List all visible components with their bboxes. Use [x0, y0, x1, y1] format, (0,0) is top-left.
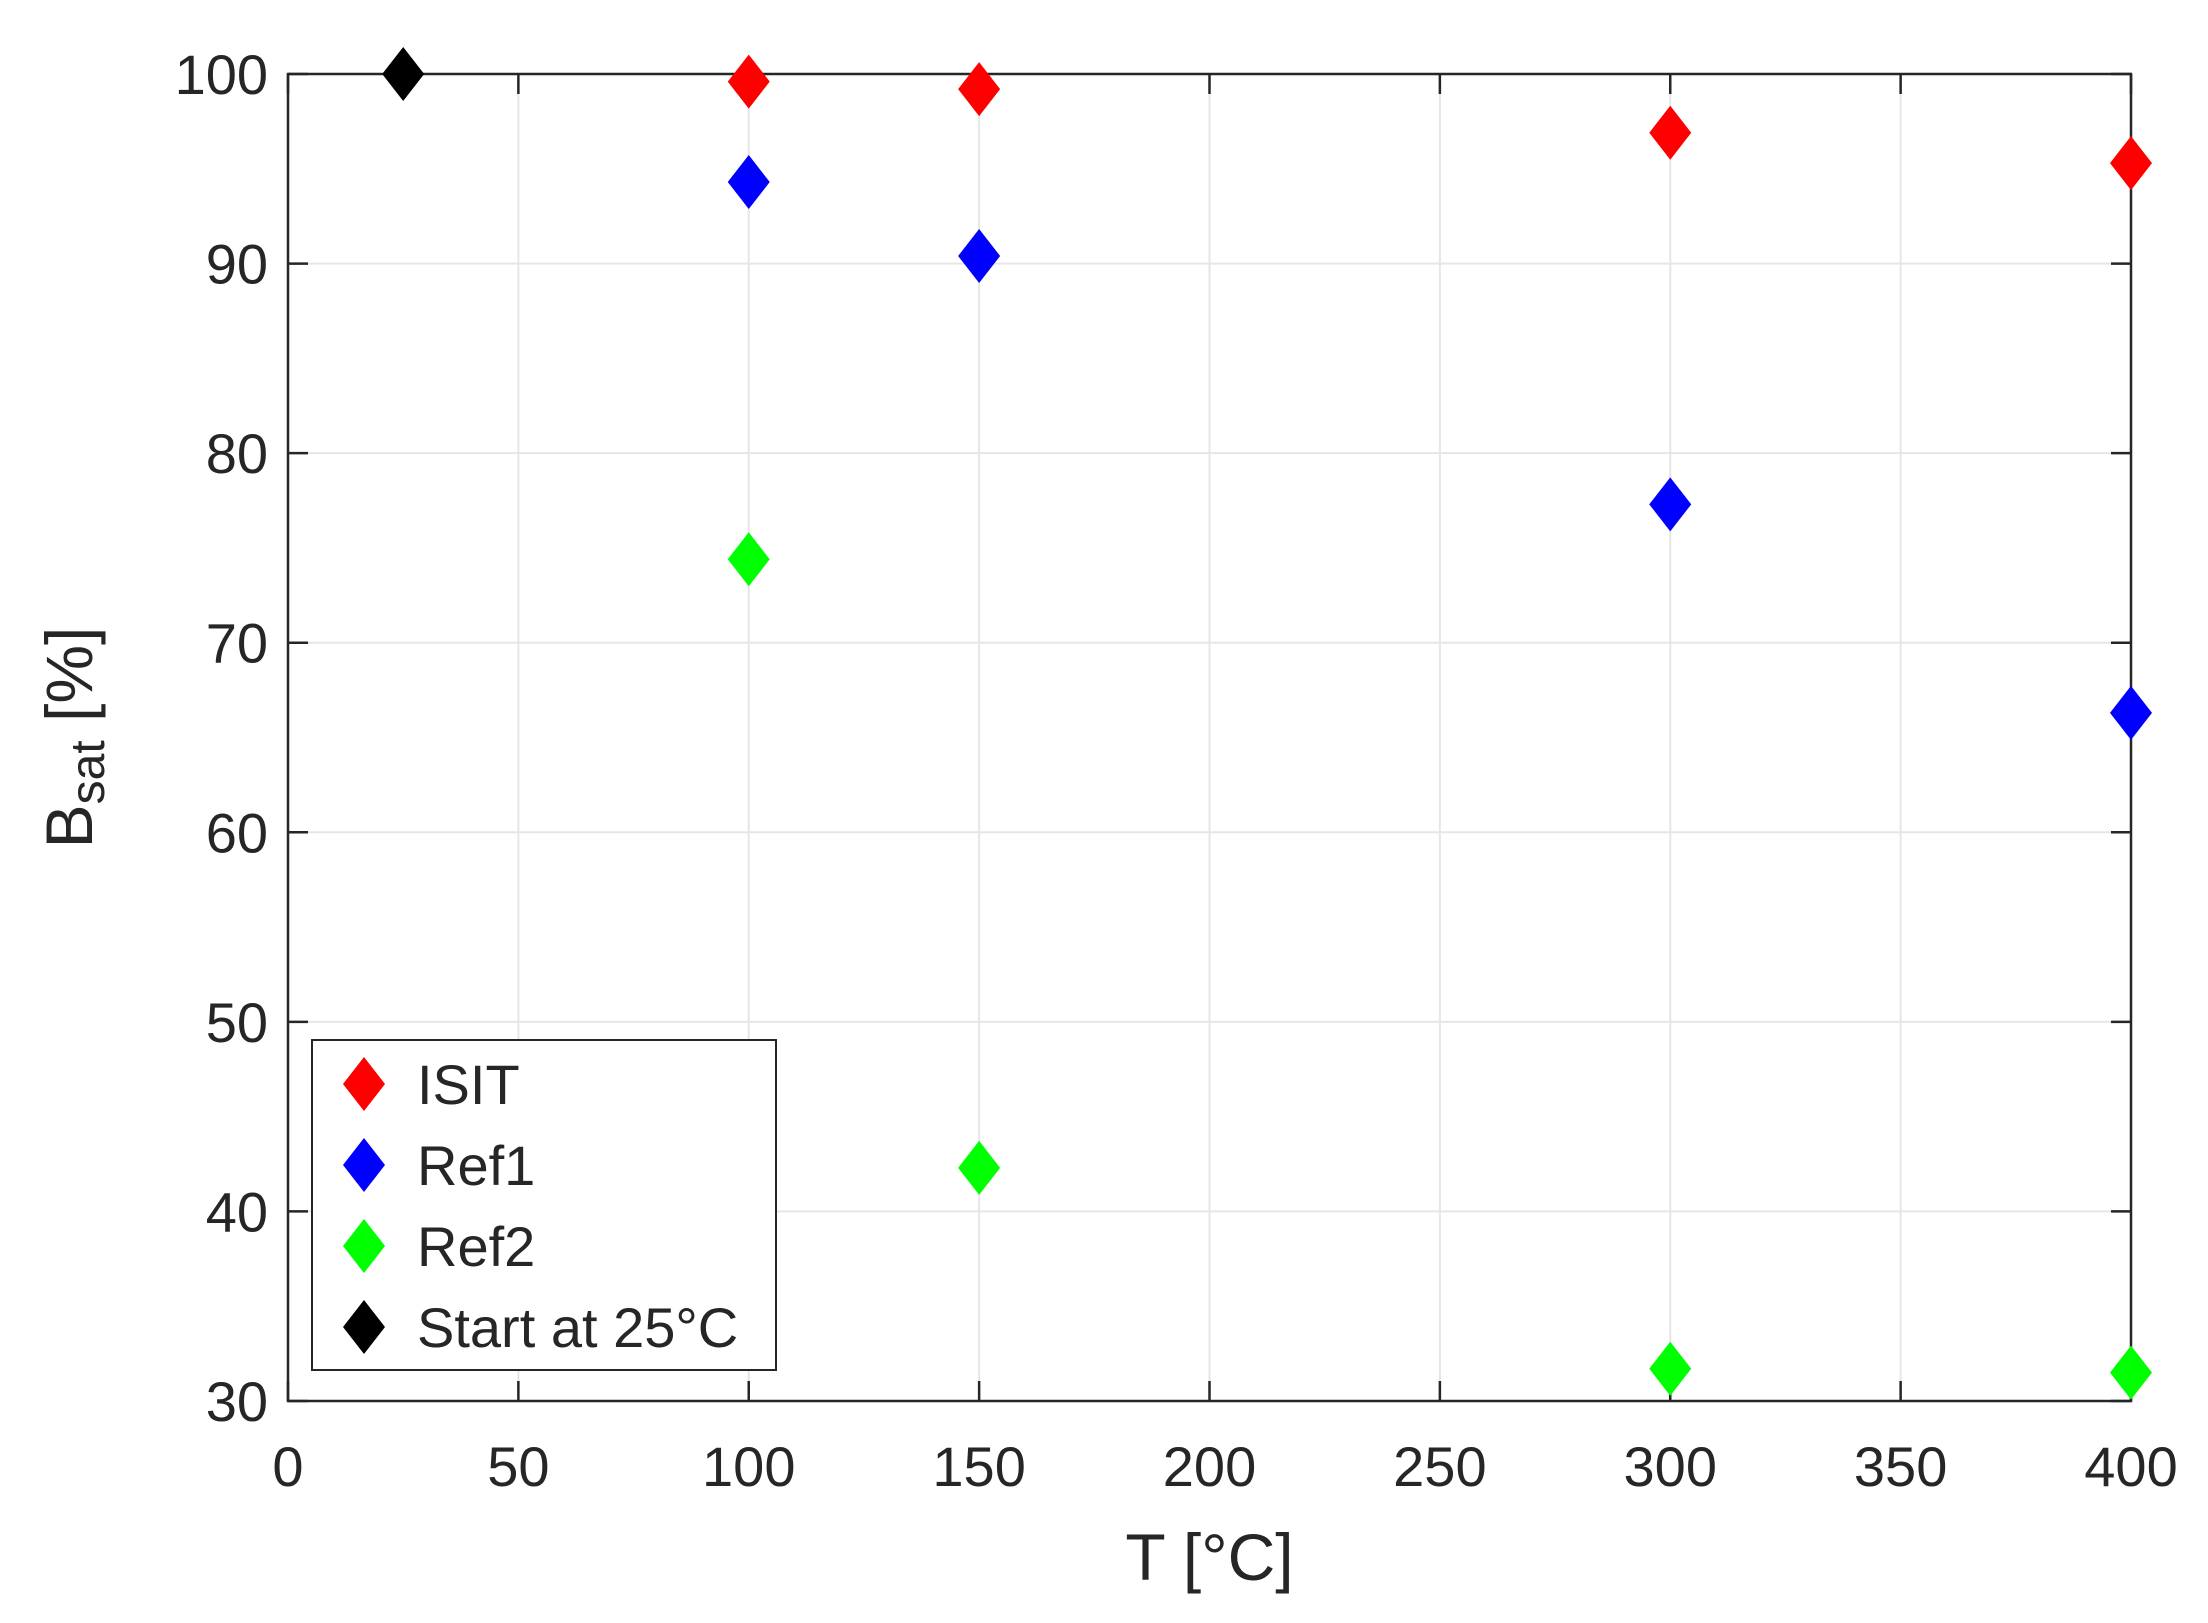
legend-label-start-at-25-c: Start at 25°C: [417, 1296, 738, 1359]
y-tick-label: 40: [206, 1180, 268, 1243]
data-point-isit: [727, 54, 770, 109]
data-point-ref2: [1649, 1341, 1692, 1396]
x-tick-labels: 0 50 100 150 200 250 300 350 400: [272, 1435, 2177, 1498]
y-tick-label: 90: [206, 233, 268, 296]
legend: ISIT Ref1 Ref2 Start at 25°C: [311, 1039, 777, 1371]
legend-label-ref1: Ref1: [417, 1134, 535, 1197]
legend-marker-isit: [343, 1057, 385, 1111]
y-axis-label: Bsat [%]: [32, 627, 115, 849]
y-axis-label-base: B: [32, 804, 106, 848]
data-points: [382, 47, 2152, 1400]
y-tick-label: 100: [175, 43, 268, 106]
data-point-isit: [958, 62, 1001, 117]
x-tick-label: 300: [1624, 1435, 1717, 1498]
data-point-start-at-25-c: [382, 47, 425, 101]
y-tick-label: 60: [206, 801, 268, 864]
x-tick-label: 250: [1393, 1435, 1486, 1498]
y-axis-label-unit: [%]: [32, 627, 106, 741]
data-point-isit: [1649, 105, 1692, 160]
data-point-ref1: [727, 155, 770, 210]
y-tick-label: 80: [206, 422, 268, 485]
data-point-ref1: [1649, 477, 1692, 532]
x-tick-label: 150: [932, 1435, 1025, 1498]
x-tick-label: 100: [702, 1435, 795, 1498]
data-point-ref2: [727, 532, 770, 587]
y-axis-label-subscript: sat: [62, 740, 115, 804]
legend-marker-ref1: [343, 1138, 385, 1192]
x-tick-label: 400: [2084, 1435, 2177, 1498]
legend-box: [311, 1039, 777, 1371]
x-tick-label: 350: [1854, 1435, 1947, 1498]
y-tick-label: 70: [206, 612, 268, 675]
y-tick-labels: 30 40 50 60 70 80 90 100: [175, 43, 268, 1433]
data-point-ref2: [2110, 1345, 2152, 1400]
legend-label-ref2: Ref2: [417, 1215, 535, 1278]
y-tick-label: 50: [206, 991, 268, 1054]
data-point-ref1: [958, 228, 1001, 283]
x-tick-label: 200: [1163, 1435, 1256, 1498]
x-axis-label: T [°C]: [1125, 1520, 1293, 1594]
data-point-ref2: [958, 1140, 1001, 1195]
x-tick-label: 0: [272, 1435, 303, 1498]
axis-ticks: [286, 72, 2133, 1403]
y-tick-label: 30: [206, 1370, 268, 1433]
data-point-isit: [2110, 136, 2152, 191]
legend-marker-ref2: [343, 1219, 385, 1273]
legend-marker-start-at-25-c: [343, 1300, 385, 1354]
data-point-ref1: [2110, 685, 2152, 740]
x-tick-label: 50: [487, 1435, 549, 1498]
legend-label-isit: ISIT: [417, 1053, 520, 1116]
